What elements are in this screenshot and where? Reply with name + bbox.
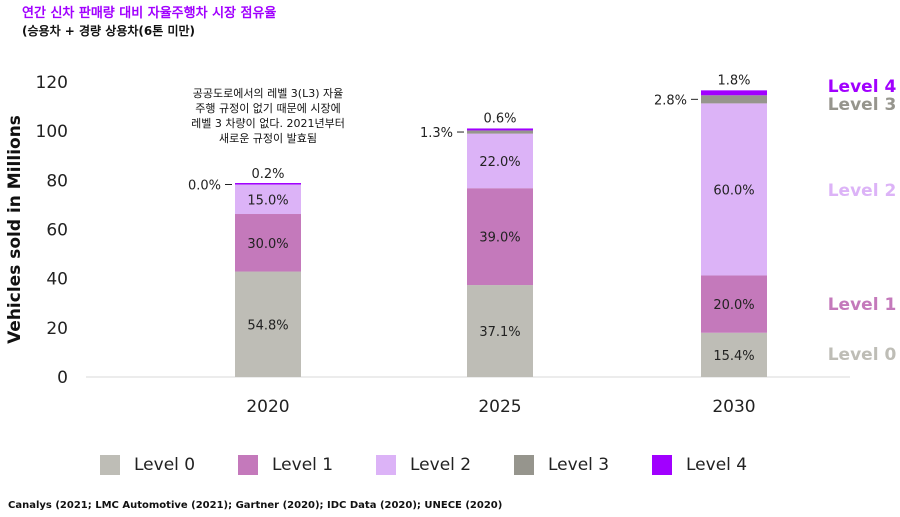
chart-title: 연간 신차 판매량 대비 자율주행차 시장 점유율	[22, 6, 277, 21]
bar-2025-level-1	[467, 188, 533, 286]
legend-item-level-3: Level 3	[514, 455, 652, 475]
bar-2025-level-0	[467, 285, 533, 377]
series-label-level-2: Level 2	[828, 181, 897, 201]
legend-swatch-level-2	[376, 455, 396, 475]
data-label-2025-level-2: 22.0%	[479, 155, 520, 170]
bar-2020-level-0	[235, 271, 301, 377]
bar-2020-level-1	[235, 214, 301, 272]
bar-2020-level-4	[235, 183, 301, 185]
series-label-level-1: Level 1	[828, 295, 897, 315]
bar-2030-level-3	[701, 95, 767, 104]
x-tick-label-2020: 2020	[246, 397, 289, 417]
data-label-2020-level-0: 54.8%	[247, 318, 288, 333]
legend-swatch-level-4	[652, 455, 672, 475]
legend-label-level-3: Level 3	[548, 455, 610, 475]
legend-item-level-4: Level 4	[652, 455, 790, 475]
annotation-line: 주행 규정이 없기 때문에 시장에	[195, 102, 341, 115]
series-label-level-0: Level 0	[828, 345, 897, 365]
legend-label-level-1: Level 1	[272, 455, 334, 475]
bar-2025-level-4	[467, 128, 533, 131]
legend-label-level-4: Level 4	[686, 455, 748, 475]
series-label-level-4: Level 4	[828, 77, 897, 97]
y-tick-label: 100	[36, 122, 68, 142]
bar-2030-level-4	[701, 90, 767, 96]
data-label-2025-level-1: 39.0%	[479, 231, 520, 246]
data-label-2030-level-1: 20.0%	[713, 298, 754, 313]
legend-item-level-1: Level 1	[238, 455, 376, 475]
legend-swatch-level-1	[238, 455, 258, 475]
y-tick-label: 40	[46, 270, 68, 290]
stacked-bar-chart: Vehicles sold in Millions 0 20 40 60 80 100 120…	[5, 73, 897, 417]
data-label-2020-level-2: 15.0%	[247, 193, 288, 208]
data-label-2025-level-4: 0.6%	[483, 111, 516, 126]
data-label-2030-level-3: 2.8%	[654, 93, 687, 108]
y-tick-label: 120	[36, 73, 68, 93]
bar-2025-level-2	[467, 133, 533, 189]
legend-swatch-level-0	[100, 455, 120, 475]
y-axis-label: Vehicles sold in Millions	[5, 115, 25, 344]
data-label-2030-level-4: 1.8%	[717, 73, 750, 88]
legend-swatch-level-3	[514, 455, 534, 475]
data-label-2020-level-1: 30.0%	[247, 237, 288, 252]
data-label-2030-level-2: 60.0%	[713, 183, 754, 198]
source-note: Canalys (2021; LMC Automotive (2021); Ga…	[8, 500, 503, 511]
legend-item-level-2: Level 2	[376, 455, 514, 475]
annotation-line: 레벨 3 차량이 없다. 2021년부터	[191, 117, 345, 130]
data-label-2020-level-3: 0.0%	[188, 179, 221, 194]
bar-2030-level-1	[701, 275, 767, 333]
legend-label-level-2: Level 2	[410, 455, 472, 475]
data-label-2030-level-0: 15.4%	[713, 349, 754, 364]
data-label-2025-level-0: 37.1%	[479, 325, 520, 340]
x-tick-label-2025: 2025	[478, 397, 521, 417]
bar-2030-level-2	[701, 103, 767, 276]
legend-item-level-0: Level 0	[100, 455, 238, 475]
data-label-2025-level-3: 1.3%	[420, 126, 453, 141]
annotation-line: 새로운 규정이 발효됨	[219, 132, 317, 145]
bar-2020-level-2	[235, 184, 301, 215]
legend-label-level-0: Level 0	[134, 455, 196, 475]
y-tick-label: 80	[46, 171, 68, 191]
bar-2025-level-3	[467, 130, 533, 134]
y-tick-label: 0	[57, 368, 68, 388]
data-label-2020-level-4: 0.2%	[251, 167, 284, 182]
annotation-line: 공공도로에서의 레벨 3(L3) 자율	[193, 87, 344, 100]
bar-2030-level-0	[701, 332, 767, 377]
series-label-level-3: Level 3	[828, 95, 897, 115]
y-tick-label: 60	[46, 221, 68, 241]
chart-subtitle: (승용차 + 경량 상용차(6톤 미만)	[22, 24, 196, 38]
x-tick-label-2030: 2030	[712, 397, 755, 417]
legend: Level 0 Level 1 Level 2 Level 3 Level 4	[100, 455, 790, 475]
y-tick-label: 20	[46, 319, 68, 339]
